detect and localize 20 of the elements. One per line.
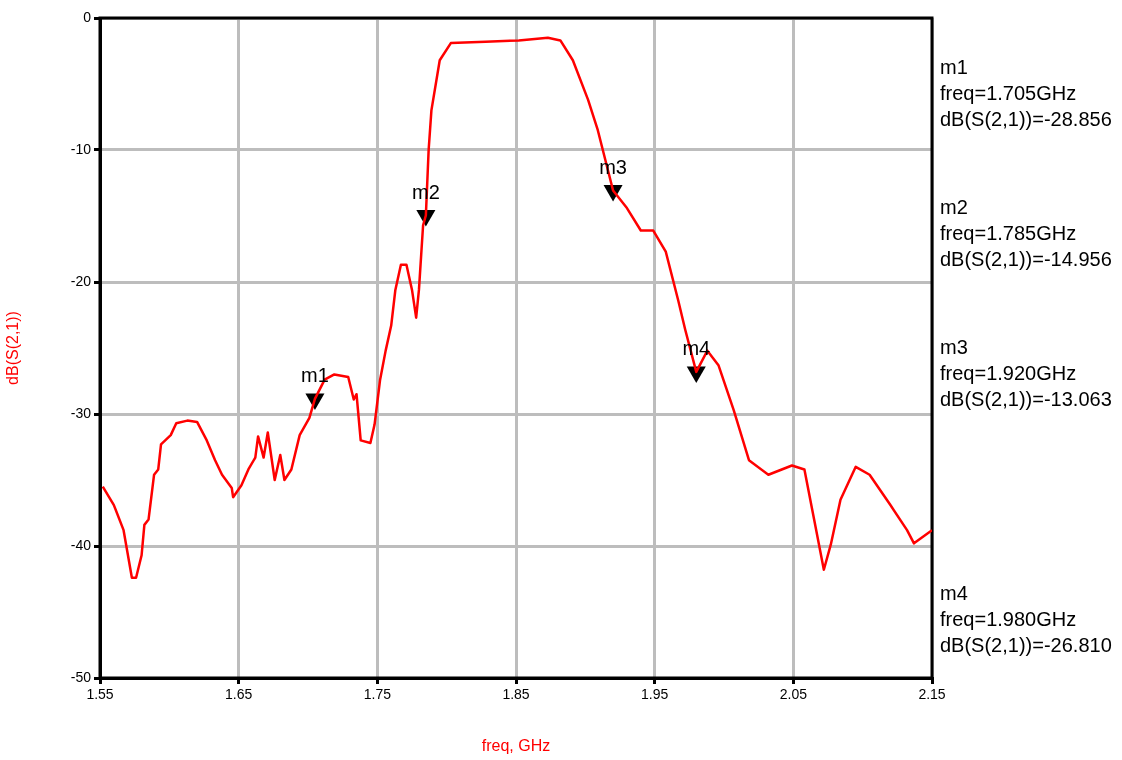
annotation: m1 (301, 364, 329, 387)
text: m3 freq=1.920GHz dB(S(2,1))=-13.063 (940, 335, 1112, 410)
y-tick-label: -10 (70, 140, 92, 157)
x-tick-label: 1.55 (86, 686, 114, 703)
text: m2 freq=1.785GHz dB(S(2,1))=-14.956 (940, 195, 1112, 270)
y-tick-label: -50 (70, 668, 92, 685)
x-tick-label: 1.75 (363, 686, 392, 703)
x-tick-label: 1.65 (225, 686, 253, 703)
y-tick-label: -40 (70, 536, 92, 553)
x-tick-label: 1.85 (502, 686, 530, 703)
text: m1 freq=1.705GHz dB(S(2,1))=-28.856 (940, 55, 1112, 130)
text: m4 freq=1.980GHz dB(S(2,1))=-26.810 (940, 581, 1112, 656)
x-tick-label: 1.95 (641, 686, 669, 703)
x-tick-label: 2.05 (779, 686, 808, 703)
x-tick-label: 2.15 (918, 686, 946, 703)
x-axis-title: freq, GHz (481, 736, 551, 754)
y-axis-title: dB(S(2,1)) (4, 311, 22, 385)
y-tick-label: 0 (83, 8, 92, 25)
y-tick-label: -20 (70, 272, 92, 289)
y-tick-label: -30 (70, 404, 92, 421)
